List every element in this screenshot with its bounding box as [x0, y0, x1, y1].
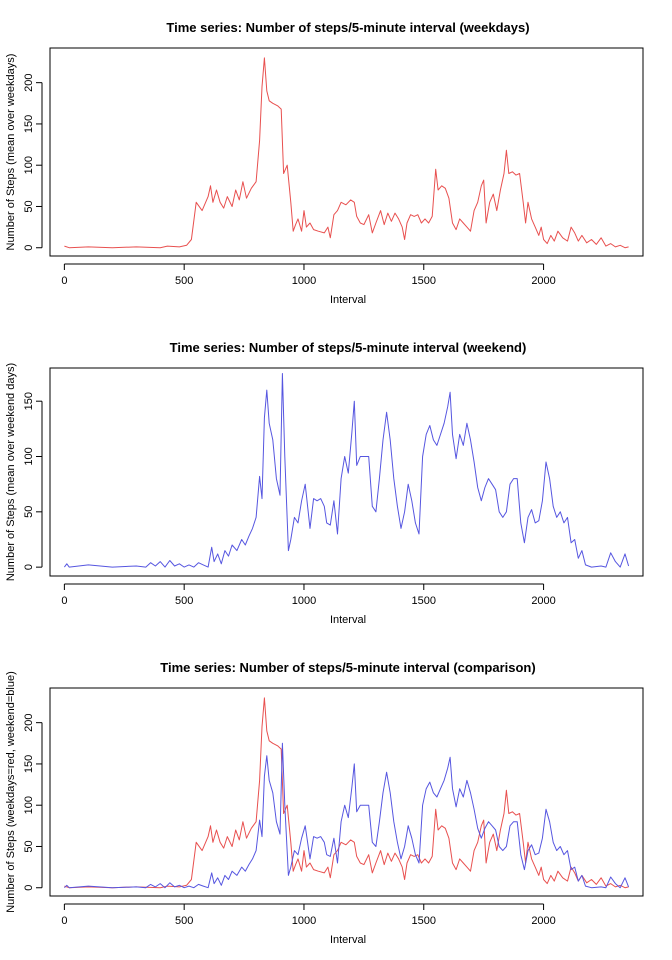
- x-axis-label: Interval: [330, 614, 366, 626]
- x-tick-label: 1000: [292, 275, 316, 287]
- x-tick-label: 0: [61, 275, 67, 287]
- y-axis-label: Number of Steps (weekdays=red, weekend=b…: [5, 671, 17, 913]
- plot-frame: [49, 687, 644, 897]
- x-tick-label: 2000: [531, 595, 555, 607]
- x-tick-label: 1500: [412, 915, 436, 927]
- chart-title: Time series: Number of steps/5-minute in…: [160, 660, 535, 675]
- y-tick-label: 100: [23, 447, 35, 465]
- plot-frame: [49, 367, 644, 577]
- y-tick-label: 0: [23, 245, 35, 251]
- x-tick-label: 500: [175, 595, 193, 607]
- series-line-1: [64, 742, 630, 889]
- x-tick-label: 1000: [292, 595, 316, 607]
- x-axis-label: Interval: [330, 934, 366, 946]
- x-tick-label: 2000: [531, 915, 555, 927]
- y-axis-label: Number of Steps (mean over weekend days): [5, 363, 17, 581]
- y-axis-label: Number of Steps (mean over weekdays): [5, 54, 17, 251]
- x-tick-label: 2000: [531, 275, 555, 287]
- chart-title: Time series: Number of steps/5-minute in…: [170, 340, 527, 355]
- y-tick-label: 200: [23, 714, 35, 732]
- y-tick-label: 200: [23, 74, 35, 92]
- x-tick-label: 0: [61, 595, 67, 607]
- y-tick-label: 150: [23, 755, 35, 773]
- y-tick-label: 50: [23, 840, 35, 852]
- plot-frame: [49, 47, 644, 257]
- chart-weekend: Time series: Number of steps/5-minute in…: [5, 340, 644, 626]
- y-tick-label: 0: [23, 564, 35, 570]
- chart-panel-weekdays: Time series: Number of steps/5-minute in…: [0, 0, 672, 320]
- chart-panel-weekend: Time series: Number of steps/5-minute in…: [0, 320, 672, 640]
- series-line-0: [64, 697, 629, 889]
- chart-comparison: Time series: Number of steps/5-minute in…: [5, 660, 644, 946]
- plot-area: 0 500 1000 1500 2000 0 50 100 150 200: [23, 687, 644, 927]
- x-tick-label: 500: [175, 915, 193, 927]
- y-tick-label: 150: [23, 115, 35, 133]
- plot-area: 0 500 1000 1500 2000 0 50 100 150: [23, 367, 644, 607]
- series-line-0: [63, 373, 630, 568]
- plot-area: 0 500 1000 1500 2000 0 50 100 150 200: [23, 47, 644, 287]
- y-tick-label: 50: [23, 506, 35, 518]
- y-tick-label: 50: [23, 200, 35, 212]
- chart-panel-comparison: Time series: Number of steps/5-minute in…: [0, 640, 672, 960]
- x-tick-label: 1000: [292, 915, 316, 927]
- chart-title: Time series: Number of steps/5-minute in…: [166, 20, 529, 35]
- x-tick-label: 1500: [412, 275, 436, 287]
- x-tick-label: 0: [61, 915, 67, 927]
- y-tick-label: 0: [23, 885, 35, 891]
- x-tick-label: 500: [175, 275, 193, 287]
- chart-weekdays: Time series: Number of steps/5-minute in…: [5, 20, 644, 306]
- y-tick-label: 100: [23, 156, 35, 174]
- y-tick-label: 100: [23, 796, 35, 814]
- series-line-0: [64, 57, 629, 249]
- y-tick-label: 150: [23, 392, 35, 410]
- x-axis-label: Interval: [330, 294, 366, 306]
- x-tick-label: 1500: [412, 595, 436, 607]
